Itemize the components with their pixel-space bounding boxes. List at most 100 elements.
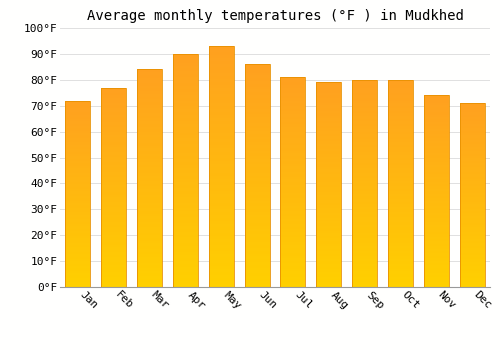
Bar	[208, 49, 234, 52]
Bar	[280, 245, 305, 248]
Bar	[460, 241, 484, 243]
Bar	[173, 118, 198, 121]
Bar	[101, 277, 126, 280]
Bar	[280, 266, 305, 269]
Bar	[316, 226, 342, 228]
Bar	[244, 156, 270, 159]
Bar	[137, 197, 162, 200]
Bar	[101, 105, 126, 107]
Bar	[137, 78, 162, 80]
Bar	[137, 211, 162, 214]
Bar	[316, 123, 342, 126]
Bar	[280, 164, 305, 166]
Bar	[173, 60, 198, 63]
Bar	[101, 120, 126, 122]
Bar	[424, 117, 449, 119]
Bar	[244, 187, 270, 190]
Bar	[388, 186, 413, 189]
Bar	[66, 163, 90, 166]
Bar	[424, 213, 449, 215]
Bar	[208, 215, 234, 218]
Bar	[388, 178, 413, 181]
Bar	[316, 88, 342, 90]
Bar	[244, 209, 270, 212]
Bar	[66, 114, 90, 117]
Bar	[137, 254, 162, 257]
Bar	[244, 284, 270, 287]
Bar	[424, 278, 449, 280]
Bar	[352, 264, 377, 266]
Bar	[280, 240, 305, 243]
Bar	[388, 243, 413, 246]
Bar	[137, 184, 162, 187]
Bar	[424, 158, 449, 160]
Bar	[280, 109, 305, 111]
Bar	[173, 188, 198, 191]
Bar	[352, 194, 377, 196]
Bar	[388, 276, 413, 279]
Bar	[173, 83, 198, 86]
Bar	[66, 268, 90, 271]
Bar	[137, 205, 162, 208]
Bar	[460, 170, 484, 172]
Bar	[173, 130, 198, 133]
Bar	[244, 114, 270, 117]
Bar	[352, 279, 377, 282]
Bar	[101, 260, 126, 262]
Bar	[101, 197, 126, 200]
Bar	[388, 160, 413, 163]
Bar	[460, 282, 484, 285]
Bar	[352, 233, 377, 235]
Bar	[137, 159, 162, 162]
Bar	[244, 245, 270, 248]
Bar	[101, 280, 126, 282]
Bar	[280, 90, 305, 93]
Bar	[280, 182, 305, 185]
Bar	[316, 116, 342, 118]
Bar	[137, 132, 162, 135]
Bar	[244, 203, 270, 206]
Bar	[316, 228, 342, 231]
Bar	[352, 145, 377, 147]
Bar	[352, 225, 377, 228]
Bar	[352, 238, 377, 240]
Bar	[208, 91, 234, 94]
Bar	[244, 270, 270, 273]
Bar	[173, 54, 198, 57]
Bar	[388, 272, 413, 274]
Bar	[137, 140, 162, 143]
Bar	[66, 147, 90, 149]
Bar	[280, 150, 305, 153]
Bar	[244, 184, 270, 187]
Bar	[137, 268, 162, 271]
Bar	[244, 226, 270, 229]
Bar	[101, 240, 126, 242]
Bar	[101, 254, 126, 257]
Bar	[424, 112, 449, 114]
Bar	[244, 81, 270, 84]
Bar	[244, 70, 270, 72]
Bar	[173, 211, 198, 214]
Bar	[460, 220, 484, 223]
Bar	[352, 134, 377, 137]
Bar	[316, 85, 342, 88]
Bar	[280, 271, 305, 274]
Bar	[66, 245, 90, 247]
Bar	[101, 242, 126, 245]
Bar	[244, 145, 270, 148]
Bar	[173, 261, 198, 264]
Bar	[280, 227, 305, 229]
Bar	[137, 110, 162, 113]
Bar	[460, 190, 484, 193]
Bar	[316, 208, 342, 210]
Bar	[316, 111, 342, 113]
Bar	[424, 230, 449, 232]
Bar	[173, 194, 198, 197]
Bar	[208, 266, 234, 269]
Bar	[316, 82, 342, 287]
Bar	[244, 212, 270, 215]
Bar	[66, 128, 90, 131]
Bar	[244, 198, 270, 201]
Bar	[173, 278, 198, 281]
Bar	[316, 90, 342, 93]
